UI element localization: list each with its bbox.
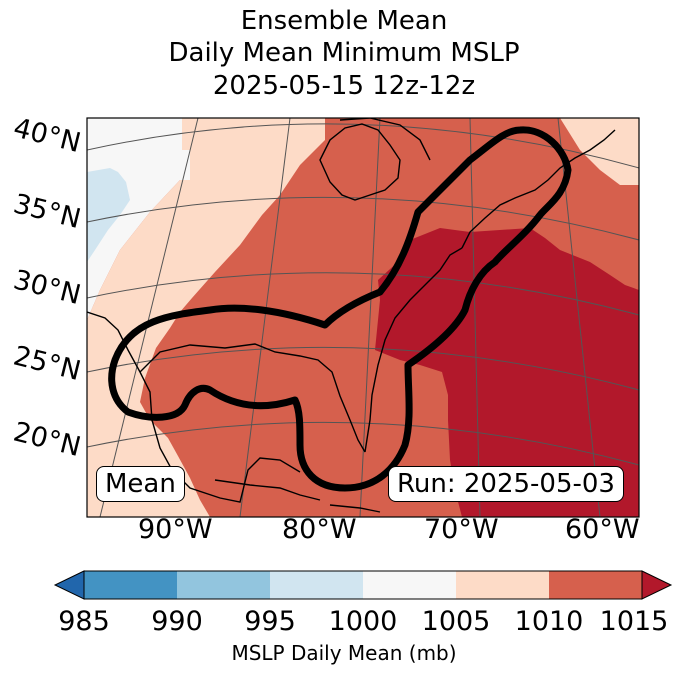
- great-lakes-north: [339, 118, 431, 161]
- colorbar-bin-990-995: [177, 571, 270, 599]
- hispaniola-coast: [329, 504, 381, 513]
- graticule-95w: [99, 118, 199, 517]
- lon-label-80w: 80°W: [282, 514, 357, 545]
- cuba-coast: [214, 479, 321, 501]
- colorbar-outline: [83, 570, 643, 600]
- mslp-field-1005-1010-northeast: [560, 118, 639, 185]
- colorbar-bin-1010-1015: [549, 571, 642, 599]
- colorbar-extend-low: [53, 570, 85, 600]
- great-lakes: [319, 123, 401, 201]
- colorbar-tick-1000: 1000: [328, 606, 398, 637]
- colorbar-tick-985: 985: [58, 606, 110, 637]
- colorbar-extend-high: [641, 570, 673, 600]
- mslp-mean-contour: [108, 126, 572, 492]
- colorbar-label: MSLP Daily Mean (mb): [231, 641, 457, 665]
- colorbar-bin-1000-1005: [363, 571, 456, 599]
- graticule-30n: [87, 272, 639, 316]
- lon-label-60w: 60°W: [565, 514, 640, 545]
- lon-label-70w: 70°W: [424, 514, 499, 545]
- colorbar-bin-995-1000: [270, 571, 363, 599]
- colorbar-tick-1010: 1010: [514, 606, 584, 637]
- colorbar-tick-995: 995: [244, 606, 296, 637]
- title-line-2: Daily Mean Minimum MSLP: [168, 38, 520, 68]
- colorbar-tick-990: 990: [151, 606, 203, 637]
- map-panel: [87, 118, 639, 517]
- graticule-85w: [239, 118, 291, 517]
- mslp-field-above-1015: [375, 228, 639, 517]
- colorbar-bin-1005-1010: [456, 571, 549, 599]
- mean-label-box: Mean: [96, 466, 185, 502]
- map-border: [86, 117, 640, 518]
- coast-atlantic-se: [364, 247, 463, 453]
- mslp-field-995-1000: [87, 168, 130, 262]
- graticule-65w: [469, 118, 481, 517]
- graticule-25n: [87, 346, 639, 391]
- colorbar-tick-1015: 1015: [599, 606, 669, 637]
- lon-label-90w: 90°W: [138, 514, 213, 545]
- title-line-3: 2025-05-15 12z-12z: [212, 71, 476, 101]
- colorbar-bin-985-990: [84, 571, 177, 599]
- coast-atlantic-ne: [461, 129, 616, 249]
- title-line-1: Ensemble Mean: [240, 6, 448, 36]
- coast-gulf-north: [139, 343, 366, 453]
- colorbar: [53, 570, 673, 600]
- mslp-field-1000-1005: [87, 118, 190, 320]
- graticule-20n: [87, 421, 639, 466]
- colorbar-tick-1005: 1005: [421, 606, 491, 637]
- run-date-box: Run: 2025-05-03: [388, 466, 624, 502]
